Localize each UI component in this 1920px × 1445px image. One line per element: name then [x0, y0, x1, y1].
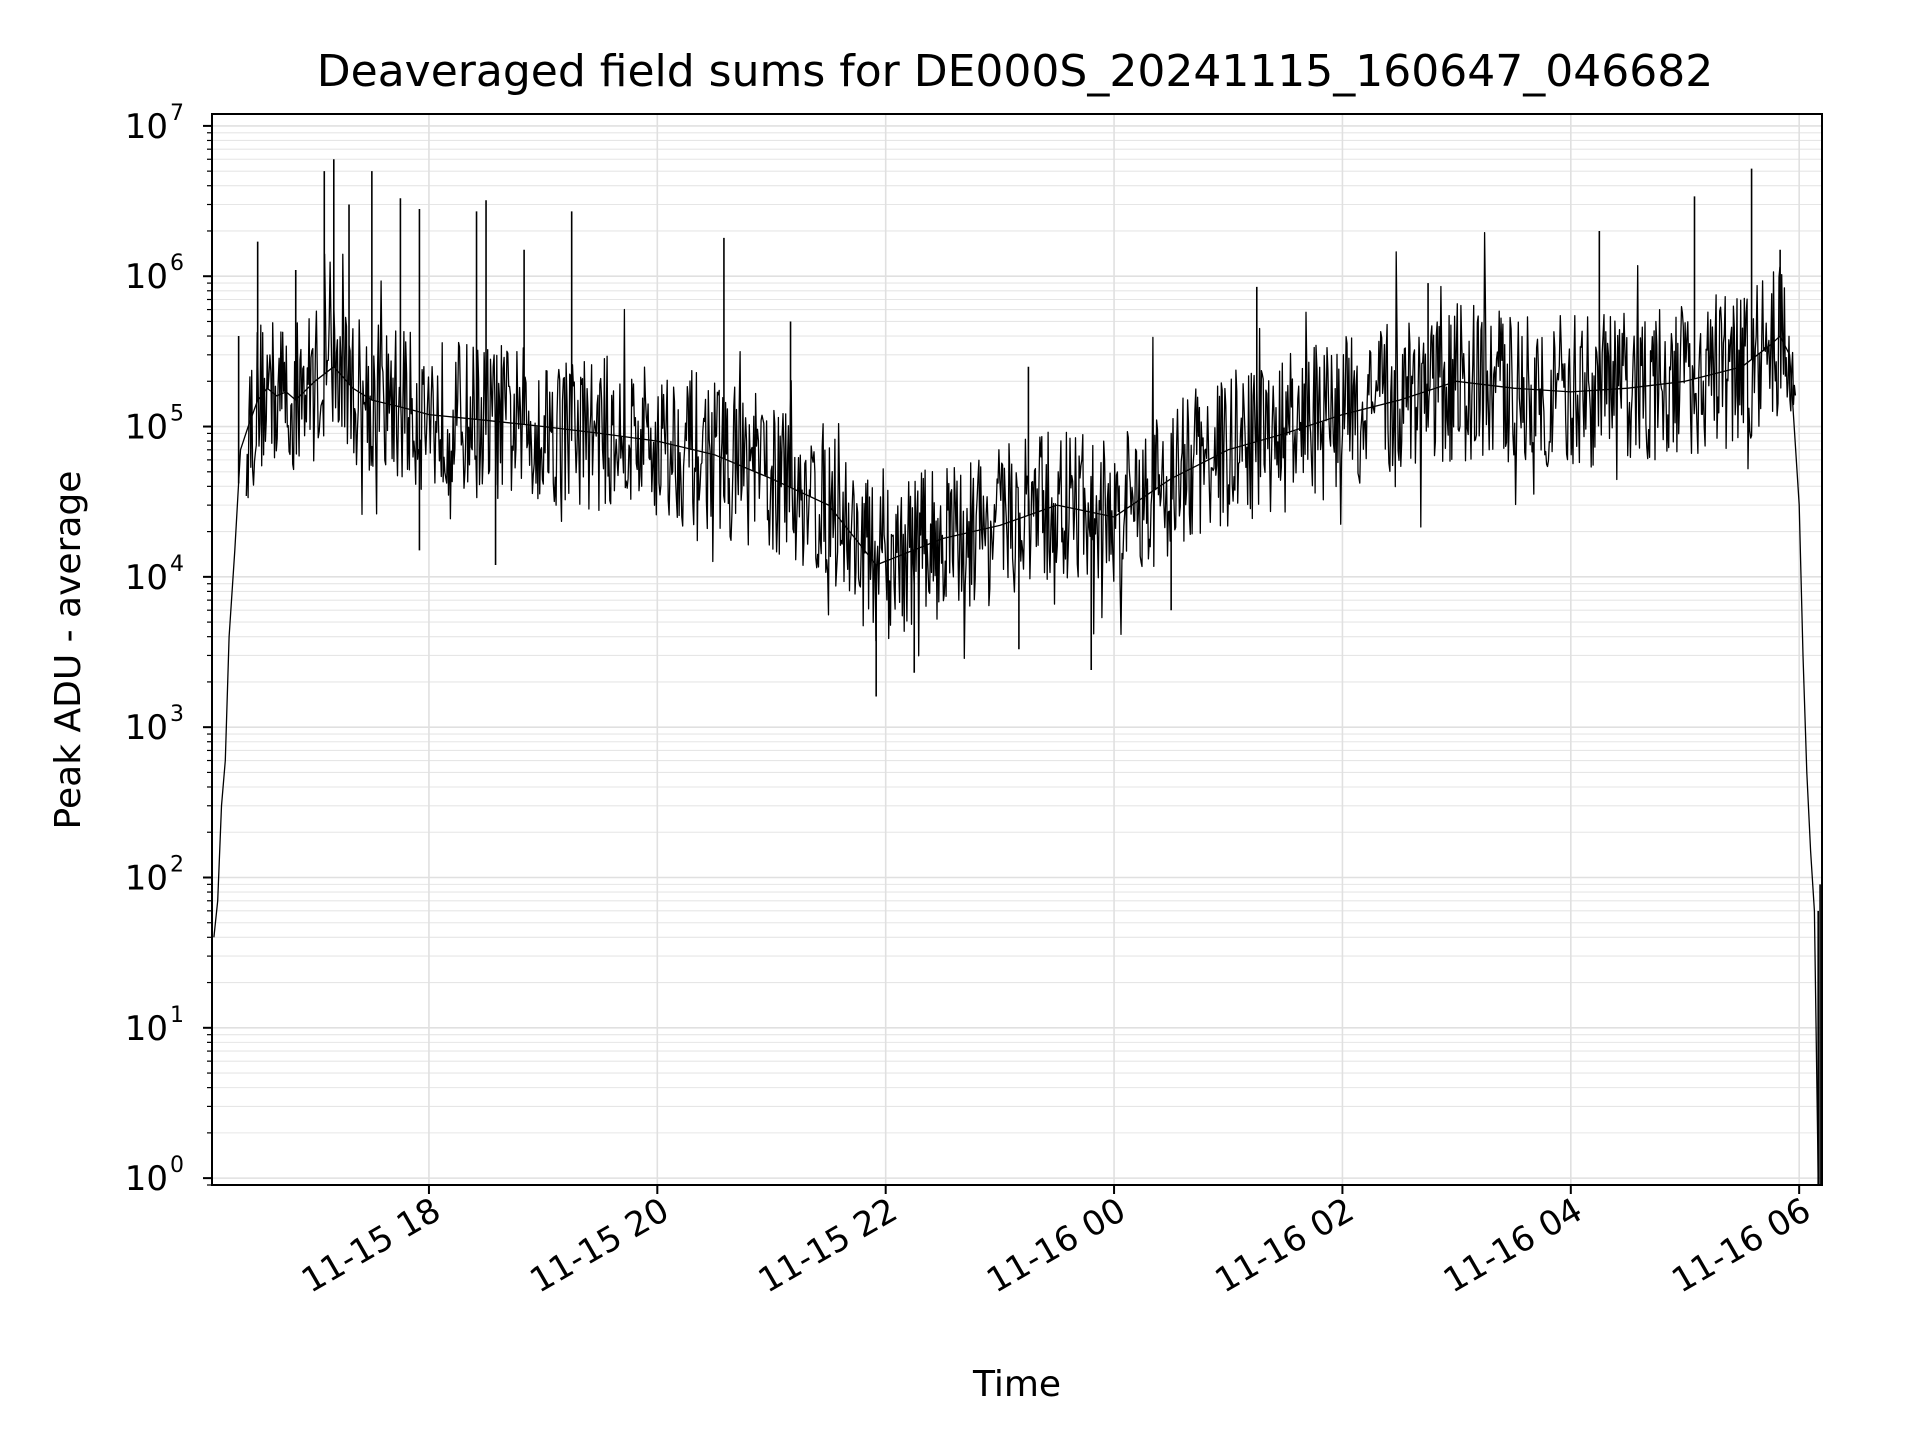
y-tick-exponent: 2 — [170, 852, 184, 877]
y-tick-exponent: 6 — [170, 251, 184, 276]
y-tick-exponent: 5 — [170, 402, 184, 427]
y-tick-label: 10 — [125, 858, 168, 898]
grid-layer — [212, 114, 1822, 1186]
y-tick-exponent: 7 — [170, 101, 184, 126]
chart-title: Deaveraged field sums for DE000S_2024111… — [317, 46, 1713, 97]
y-tick-label: 10 — [125, 558, 168, 598]
y-tick-exponent: 1 — [170, 1003, 184, 1028]
x-tick-label: 11-16 06 — [1665, 1190, 1817, 1301]
y-tick-exponent: 3 — [170, 702, 184, 727]
y-axis-label: Peak ADU - average — [48, 471, 89, 830]
x-tick-label: 11-15 20 — [523, 1190, 675, 1301]
y-tick-label: 10 — [125, 408, 168, 448]
y-tick-label: 10 — [125, 107, 168, 147]
y-tick-label: 10 — [125, 708, 168, 748]
y-tick-exponent: 0 — [170, 1153, 184, 1178]
x-tick-label: 11-15 18 — [295, 1190, 447, 1301]
y-tick-exponent: 4 — [170, 552, 184, 577]
y-tick-label: 10 — [125, 257, 168, 297]
x-axis-label: Time — [972, 1364, 1061, 1405]
series-noise-line — [245, 231, 1797, 660]
y-tick-label: 10 — [125, 1009, 168, 1049]
plot-frame — [211, 113, 1823, 1186]
x-tick-label: 11-16 04 — [1437, 1190, 1589, 1301]
x-tick-label: 11-16 00 — [980, 1190, 1132, 1301]
y-tick-label: 10 — [125, 1159, 168, 1199]
x-tick-label: 11-15 22 — [752, 1190, 904, 1301]
x-tick-label: 11-16 02 — [1209, 1190, 1361, 1301]
series-layer — [213, 159, 1821, 1185]
